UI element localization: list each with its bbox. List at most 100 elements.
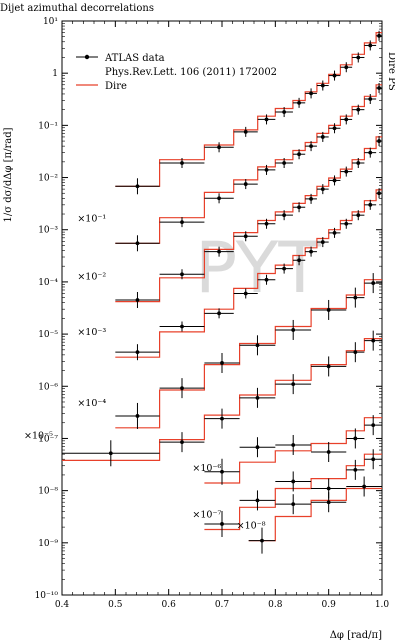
data-point	[220, 361, 224, 365]
data-point	[243, 129, 248, 134]
data-point	[371, 423, 376, 428]
data-point	[220, 522, 224, 526]
data-point	[356, 107, 361, 112]
y-tick-label: 10¹	[43, 17, 58, 27]
data-point	[180, 161, 184, 165]
data-point	[291, 502, 296, 507]
data-point	[264, 117, 269, 122]
data-point	[344, 65, 349, 70]
x-tick-label: 0.5	[108, 600, 123, 610]
series-scale-label: ×10⁻³	[77, 327, 106, 338]
x-tick-label: 0.8	[268, 600, 283, 610]
x-tick-label: 0.7	[215, 600, 230, 610]
legend-label-atlas-data: ATLAS data	[104, 53, 165, 64]
data-point	[368, 97, 373, 101]
y-axis-label: 1/σ dσ/dΔφ [π/rad]	[3, 127, 14, 222]
y-tick-label: 10⁻¹	[38, 121, 58, 131]
data-point	[260, 538, 264, 543]
x-tick-label: 0.4	[55, 600, 70, 610]
data-point	[255, 445, 260, 450]
data-point	[320, 83, 325, 88]
dire-step-line	[115, 84, 382, 244]
series-group-6: ×10⁻⁶	[192, 415, 382, 485]
data-point	[368, 43, 373, 48]
data-point	[297, 205, 301, 210]
data-point	[344, 117, 349, 122]
data-point	[309, 249, 313, 254]
data-point	[297, 258, 301, 263]
legend-label-dire: Dire	[105, 81, 127, 92]
y-tick-label: 10⁻³	[38, 226, 58, 236]
series-group-8: ×10⁻⁸	[237, 476, 382, 554]
data-point	[332, 230, 337, 235]
data-point	[320, 240, 325, 244]
data-point	[243, 291, 248, 296]
x-tick-label: 0.6	[162, 600, 177, 610]
data-point	[291, 479, 296, 484]
data-point	[264, 277, 269, 282]
series-scale-label: ×10⁻¹	[77, 213, 106, 224]
dire-step-line	[248, 487, 382, 542]
data-point	[297, 100, 301, 105]
x-tick-label: 0.9	[322, 600, 337, 610]
series-scale-label: ×10⁻²	[77, 272, 106, 283]
data-point	[180, 324, 184, 329]
x-axis-label: Δφ [rad/π]	[330, 630, 382, 641]
generator-label: Dire PS	[386, 52, 395, 91]
data-point	[326, 500, 331, 505]
data-point	[291, 443, 296, 447]
data-point	[353, 436, 358, 441]
watermark: PYT	[195, 227, 321, 309]
data-point	[217, 311, 221, 316]
series-scale-label: ×10⁻⁸	[237, 521, 266, 532]
data-point	[220, 416, 224, 421]
data-point	[377, 139, 381, 143]
data-point	[377, 86, 381, 90]
y-tick-label: 10⁻⁸	[38, 487, 58, 497]
data-point	[362, 484, 367, 489]
data-point	[332, 73, 337, 78]
data-point	[353, 467, 358, 472]
legend-marker-data-point	[84, 54, 90, 60]
series-scale-label: ×10⁻⁷	[192, 509, 221, 520]
x-tick-label: 1.0	[375, 600, 390, 610]
data-point	[353, 350, 358, 355]
series-group: ×10⁻¹ ×10⁻² ×10⁻³ ×10⁻⁴ ×10⁻⁵ ×10⁻⁶ ×10⁻⁷ ×10⁻⁸	[24, 30, 382, 554]
legend-label-reference: Phys.Rev.Lett. 106 (2011) 172002	[105, 67, 277, 78]
data-point	[135, 184, 140, 189]
data-point	[243, 234, 248, 239]
series-group-4: ×10⁻⁴	[77, 273, 382, 429]
data-point	[332, 126, 337, 131]
chart-title: Dijet azimuthal decorrelations	[0, 3, 154, 14]
series-group-3: ×10⁻³	[77, 188, 382, 361]
data-point	[320, 135, 325, 139]
series-group-7: ×10⁻⁷	[192, 449, 382, 537]
series-group-5: ×10⁻⁵	[24, 330, 382, 467]
data-point	[255, 343, 260, 348]
data-point	[356, 213, 361, 218]
data-point	[368, 150, 373, 155]
data-point	[371, 338, 376, 343]
data-point	[344, 221, 349, 226]
y-tick-label: 10⁻⁵	[38, 330, 58, 340]
series-group-2: ×10⁻²	[77, 136, 382, 309]
dire-step-line	[204, 417, 382, 484]
data-point	[180, 440, 184, 445]
data-point	[368, 202, 373, 207]
data-point	[180, 272, 184, 277]
data-point	[108, 451, 113, 456]
y-tick-label: 10⁻⁹	[38, 539, 58, 549]
y-tick-label: 10⁻²	[38, 174, 58, 184]
data-point	[217, 196, 221, 201]
data-point	[377, 191, 381, 196]
data-point	[326, 308, 331, 312]
y-tick-label: 10⁻¹⁰	[35, 591, 59, 601]
data-point	[326, 364, 331, 369]
data-point	[377, 33, 381, 38]
data-point	[264, 168, 269, 172]
data-point	[264, 221, 269, 226]
data-point	[356, 161, 361, 165]
data-point	[344, 169, 349, 174]
data-point	[243, 182, 248, 186]
